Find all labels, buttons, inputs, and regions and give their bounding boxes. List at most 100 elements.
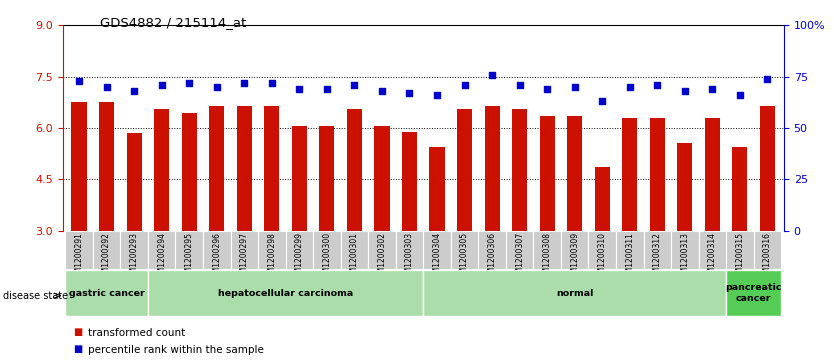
Point bbox=[513, 82, 526, 88]
Point bbox=[458, 82, 471, 88]
Bar bbox=[451, 231, 479, 269]
Bar bbox=[534, 231, 561, 269]
Text: GDS4882 / 215114_at: GDS4882 / 215114_at bbox=[100, 16, 246, 29]
Bar bbox=[368, 231, 395, 269]
Text: GSM1200310: GSM1200310 bbox=[598, 232, 606, 283]
Point bbox=[155, 82, 168, 88]
Point bbox=[595, 98, 609, 104]
Text: GSM1200291: GSM1200291 bbox=[74, 232, 83, 282]
Bar bbox=[479, 231, 506, 269]
Bar bbox=[650, 118, 665, 231]
Text: ■: ■ bbox=[73, 344, 83, 354]
Bar bbox=[457, 109, 472, 231]
Bar bbox=[506, 231, 534, 269]
Bar bbox=[567, 116, 582, 231]
Bar bbox=[561, 231, 589, 269]
Point bbox=[403, 90, 416, 96]
Text: GSM1200296: GSM1200296 bbox=[212, 232, 221, 283]
Bar bbox=[705, 118, 720, 231]
Text: GSM1200294: GSM1200294 bbox=[157, 232, 166, 283]
Bar bbox=[175, 231, 203, 269]
Bar bbox=[148, 231, 175, 269]
Text: hepatocellular carcinoma: hepatocellular carcinoma bbox=[218, 289, 354, 298]
Text: GSM1200300: GSM1200300 bbox=[323, 232, 331, 283]
Bar bbox=[512, 109, 527, 231]
Text: GSM1200298: GSM1200298 bbox=[268, 232, 276, 282]
Bar bbox=[644, 231, 671, 269]
Point bbox=[320, 86, 334, 92]
Bar bbox=[616, 231, 644, 269]
Bar bbox=[430, 147, 445, 231]
Text: GSM1200293: GSM1200293 bbox=[129, 232, 138, 283]
Text: GSM1200305: GSM1200305 bbox=[460, 232, 469, 283]
Bar bbox=[209, 106, 224, 231]
Point bbox=[430, 92, 444, 98]
Bar bbox=[182, 113, 197, 231]
Text: GSM1200297: GSM1200297 bbox=[240, 232, 249, 283]
Bar bbox=[93, 231, 120, 269]
Text: normal: normal bbox=[556, 289, 593, 298]
Bar bbox=[423, 270, 726, 316]
Point bbox=[265, 80, 279, 86]
Bar bbox=[726, 270, 781, 316]
Bar bbox=[285, 231, 313, 269]
Bar bbox=[154, 109, 169, 231]
Point bbox=[183, 80, 196, 86]
Text: GSM1200314: GSM1200314 bbox=[708, 232, 717, 283]
Bar bbox=[732, 147, 747, 231]
Bar bbox=[347, 109, 362, 231]
Bar bbox=[230, 231, 258, 269]
Bar bbox=[754, 231, 781, 269]
Bar bbox=[540, 116, 555, 231]
Bar bbox=[72, 102, 87, 231]
Point bbox=[128, 88, 141, 94]
Bar bbox=[760, 106, 775, 231]
Bar bbox=[292, 126, 307, 231]
Text: GSM1200302: GSM1200302 bbox=[378, 232, 386, 283]
Point bbox=[540, 86, 554, 92]
Bar bbox=[148, 270, 423, 316]
Bar bbox=[65, 231, 93, 269]
Text: GSM1200303: GSM1200303 bbox=[405, 232, 414, 283]
Text: n: n bbox=[75, 326, 83, 339]
Text: gastric cancer: gastric cancer bbox=[68, 289, 144, 298]
Text: GSM1200309: GSM1200309 bbox=[570, 232, 579, 283]
Point bbox=[761, 76, 774, 82]
Bar bbox=[622, 118, 637, 231]
Bar bbox=[589, 231, 616, 269]
Point bbox=[100, 84, 113, 90]
Bar bbox=[671, 231, 699, 269]
Text: transformed count: transformed count bbox=[88, 328, 185, 338]
Bar bbox=[120, 231, 148, 269]
Bar bbox=[374, 126, 389, 231]
Text: ■: ■ bbox=[73, 327, 83, 337]
Text: GSM1200308: GSM1200308 bbox=[543, 232, 551, 283]
Bar bbox=[65, 270, 148, 316]
Point bbox=[348, 82, 361, 88]
Bar bbox=[258, 231, 285, 269]
Text: GSM1200313: GSM1200313 bbox=[681, 232, 690, 283]
Bar bbox=[340, 231, 368, 269]
Text: GSM1200301: GSM1200301 bbox=[350, 232, 359, 283]
Text: GSM1200306: GSM1200306 bbox=[488, 232, 496, 283]
Text: pancreatic
cancer: pancreatic cancer bbox=[726, 284, 782, 303]
Point bbox=[568, 84, 581, 90]
Point bbox=[623, 84, 636, 90]
Bar bbox=[677, 143, 692, 231]
Text: disease state: disease state bbox=[3, 291, 68, 301]
Point bbox=[238, 80, 251, 86]
Bar bbox=[237, 106, 252, 231]
Text: GSM1200304: GSM1200304 bbox=[433, 232, 441, 283]
Text: GSM1200316: GSM1200316 bbox=[763, 232, 772, 283]
Point bbox=[73, 78, 86, 84]
Text: percentile rank within the sample: percentile rank within the sample bbox=[88, 345, 264, 355]
Bar bbox=[395, 231, 423, 269]
Bar bbox=[203, 231, 230, 269]
Point bbox=[485, 72, 499, 78]
Bar bbox=[485, 106, 500, 231]
Point bbox=[293, 86, 306, 92]
Point bbox=[375, 88, 389, 94]
Bar bbox=[264, 106, 279, 231]
Bar bbox=[402, 132, 417, 231]
Text: GSM1200315: GSM1200315 bbox=[736, 232, 745, 283]
